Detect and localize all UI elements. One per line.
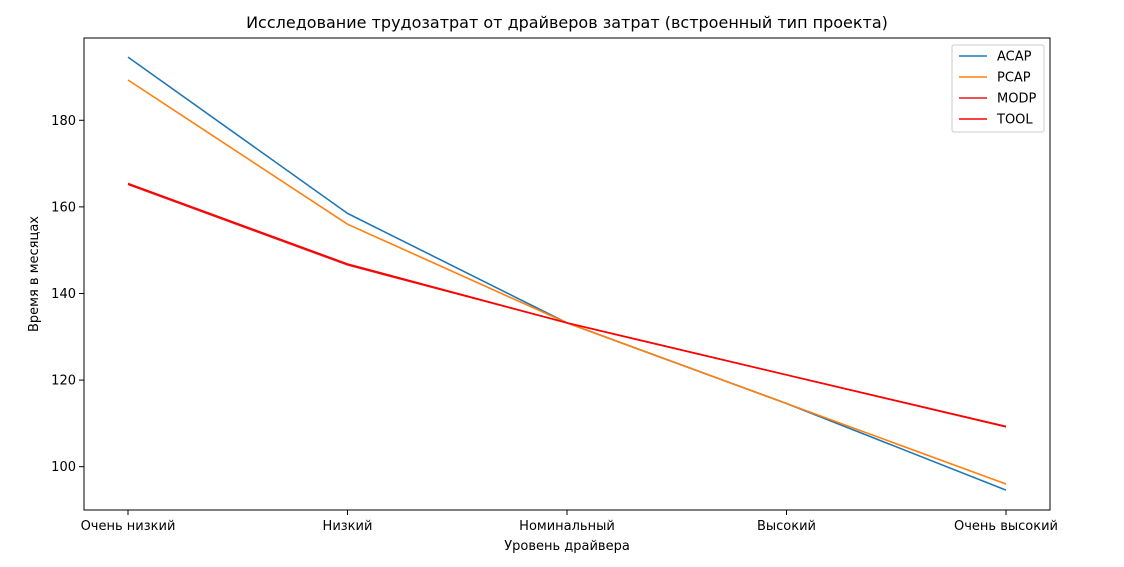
legend-label-acap: ACAP bbox=[997, 50, 1032, 65]
y-axis: 100 120 140 160 180 bbox=[51, 114, 84, 475]
plot-area bbox=[83, 37, 1051, 511]
y-tick-label: 120 bbox=[51, 374, 76, 389]
legend-label-pcap: PCAP bbox=[997, 71, 1031, 86]
y-axis-title: Время в месяцах bbox=[27, 216, 42, 332]
legend: ACAP PCAP MODP TOOL bbox=[951, 44, 1045, 133]
y-tick-label: 100 bbox=[51, 460, 76, 475]
x-tick-label: Номинальный bbox=[519, 519, 615, 534]
legend-box bbox=[951, 44, 1045, 133]
legend-label-tool: TOOL bbox=[996, 113, 1033, 128]
y-tick-label: 140 bbox=[51, 287, 76, 302]
x-tick-label: Очень высокий bbox=[954, 519, 1058, 534]
series-line-tool bbox=[127, 182, 1007, 428]
chart-title: Исследование трудозатрат от драйверов за… bbox=[246, 13, 888, 32]
x-axis-title: Уровень драйвера bbox=[504, 539, 630, 554]
series-lines bbox=[127, 56, 1007, 491]
legend-label-modp: MODP bbox=[997, 92, 1036, 107]
x-tick-label: Высокий bbox=[757, 519, 816, 534]
x-axis: Очень низкий Низкий Номинальный Высокий Очен… bbox=[81, 510, 1058, 534]
x-tick-label: Низкий bbox=[323, 519, 373, 534]
y-tick-label: 160 bbox=[51, 200, 76, 215]
y-tick-label: 180 bbox=[51, 114, 76, 129]
x-tick-label: Очень низкий bbox=[81, 519, 176, 534]
